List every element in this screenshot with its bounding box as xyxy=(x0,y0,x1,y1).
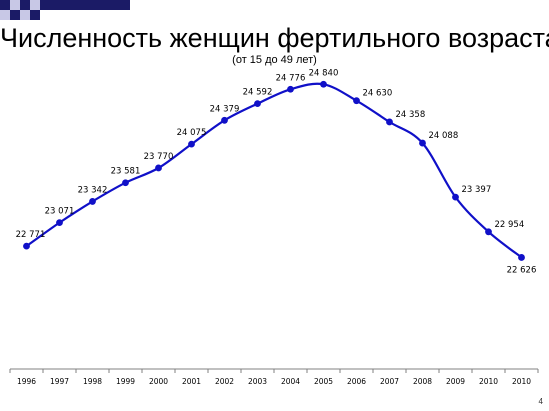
slide-subtitle: (от 15 до 49 лет) xyxy=(232,54,317,66)
x-tick-label: 2010 xyxy=(512,377,531,386)
page-number: 4 xyxy=(538,397,543,406)
data-point xyxy=(155,164,162,172)
x-tick-label: 2000 xyxy=(149,377,168,386)
data-point xyxy=(254,100,261,108)
data-point xyxy=(485,228,492,236)
data-label: 22 626 xyxy=(507,265,537,275)
x-tick-label: 1999 xyxy=(116,377,135,386)
x-tick-label: 1996 xyxy=(17,377,36,386)
data-label: 22 771 xyxy=(16,230,46,240)
data-label: 24 358 xyxy=(396,110,426,120)
data-point xyxy=(353,97,360,105)
x-tick-label: 2008 xyxy=(413,377,432,386)
data-point xyxy=(23,242,30,250)
data-label: 24 075 xyxy=(177,128,207,138)
slide-title: Численность женщин фертильного возраста xyxy=(0,23,549,53)
data-label: 23 071 xyxy=(45,207,75,217)
data-point xyxy=(188,140,195,148)
x-tick-label: 2004 xyxy=(281,377,300,386)
x-tick-label: 2002 xyxy=(215,377,234,386)
title-decoration xyxy=(0,0,130,20)
data-label: 24 840 xyxy=(309,68,339,78)
x-tick-label: 2005 xyxy=(314,377,333,386)
data-label: 24 630 xyxy=(363,89,393,99)
data-point xyxy=(419,139,426,147)
data-label: 23 342 xyxy=(78,185,108,195)
data-point xyxy=(122,179,129,187)
data-label: 24 088 xyxy=(429,131,459,141)
data-point xyxy=(518,254,525,261)
x-tick-label: 1997 xyxy=(50,377,69,386)
data-point xyxy=(221,116,228,124)
series-line xyxy=(25,82,523,259)
data-point xyxy=(89,198,96,205)
data-label: 24 592 xyxy=(243,88,273,98)
x-tick-label: 2007 xyxy=(380,377,399,386)
x-tick-label: 1998 xyxy=(83,377,102,386)
x-tick-label: 2001 xyxy=(182,377,201,386)
x-tick-label: 2003 xyxy=(248,377,267,386)
data-label: 24 776 xyxy=(276,73,306,83)
data-label: 23 770 xyxy=(144,152,174,162)
data-label: 23 581 xyxy=(111,167,141,177)
x-tick-label: 2009 xyxy=(446,377,465,386)
data-label: 24 379 xyxy=(210,104,240,114)
data-point xyxy=(56,219,63,227)
data-point xyxy=(320,80,327,88)
data-label: 22 954 xyxy=(495,220,525,230)
data-point xyxy=(452,193,459,201)
x-tick-label: 2006 xyxy=(347,377,366,386)
x-tick-label: 2010 xyxy=(479,377,498,386)
data-label: 23 397 xyxy=(462,185,492,195)
data-point xyxy=(287,85,294,93)
data-point xyxy=(386,118,393,126)
